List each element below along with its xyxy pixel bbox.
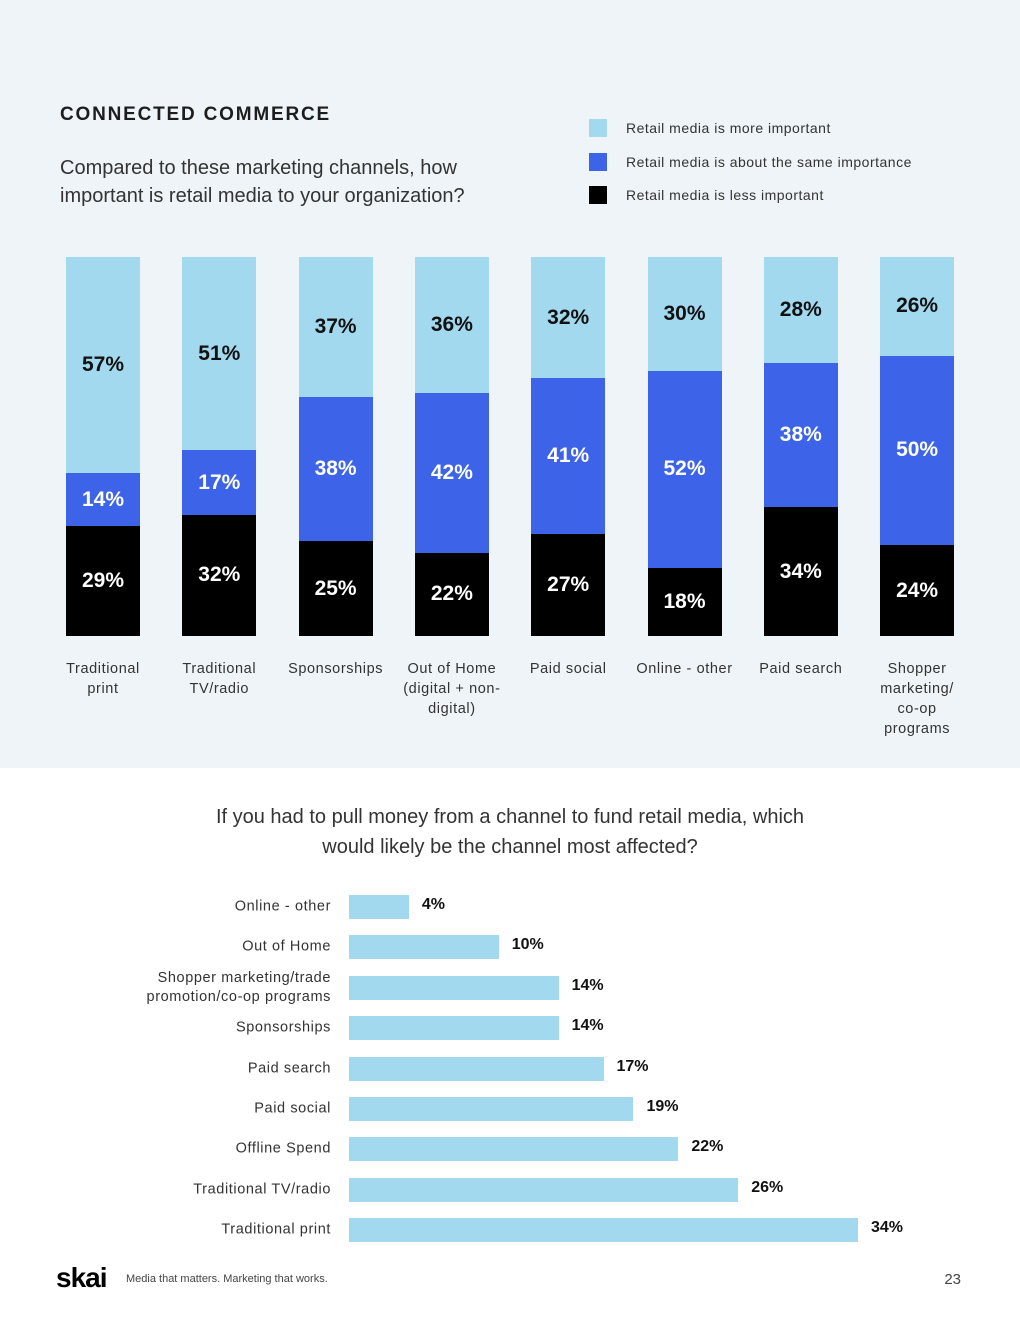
value-label: 32% (198, 563, 241, 587)
bar-segment (182, 450, 257, 515)
y-tick-label: Paid social (254, 1100, 331, 1117)
bar-segment (414, 257, 489, 394)
bar-segment (66, 526, 140, 636)
value-label: 38% (314, 457, 357, 481)
x-tick-label: Sponsorships (288, 661, 384, 677)
value-label: 28% (779, 298, 822, 322)
bar-segment (763, 363, 838, 508)
legend-swatch (589, 186, 607, 204)
bar (349, 1056, 604, 1081)
bar-segment (880, 355, 955, 546)
value-label: 17% (616, 1057, 649, 1075)
value-label: 14% (571, 976, 604, 994)
x-tick-label: Shopper marketing/ co-op programs (880, 661, 954, 737)
y-tick-label: Sponsorships (235, 1019, 331, 1036)
value-label: 24% (896, 578, 939, 602)
value-label: 30% (663, 301, 706, 325)
x-tick-label: Traditional TV/radio (182, 661, 257, 697)
bar-segment (66, 257, 140, 474)
bar-segment (763, 507, 838, 636)
bar-segment (647, 567, 722, 636)
bar (349, 1177, 739, 1202)
value-label: 26% (896, 294, 939, 318)
value-label: 25% (314, 576, 357, 600)
y-tick-label: Online - other (234, 898, 331, 915)
section-label: CONNECTED COMMERCE (60, 104, 331, 125)
bar-segment (66, 473, 140, 527)
value-label: 50% (896, 438, 939, 462)
x-tick-label: Out of Home (digital + non-digital) (403, 661, 501, 717)
bar (349, 975, 559, 1000)
value-label: 14% (81, 487, 125, 511)
value-label: 36% (430, 313, 473, 337)
logo: skai (56, 1262, 107, 1293)
bar-segment (298, 541, 373, 636)
value-label: 19% (646, 1098, 679, 1116)
legend-label: Retail media is about the same importanc… (626, 153, 912, 170)
y-tick-label: Offline Spend (235, 1140, 331, 1157)
chart-title: If you had to pull money from a channel … (215, 806, 805, 858)
bar (349, 1097, 634, 1121)
y-tick-label: Shopper marketing/trade promotion/co-op … (146, 969, 331, 1005)
bar-segment (298, 397, 373, 542)
bar-segment (414, 552, 489, 636)
bar-segment (647, 257, 722, 371)
top-panel (0, 0, 1020, 768)
bar-segment (647, 370, 722, 568)
value-label: 34% (871, 1219, 904, 1237)
value-label: 42% (430, 461, 473, 485)
bar (349, 1137, 679, 1162)
value-label: 22% (691, 1138, 724, 1156)
legend-label: Retail media is less important (626, 187, 824, 203)
bar-segment (880, 257, 955, 356)
x-tick-label: Online - other (636, 661, 733, 677)
y-tick-label: Paid search (247, 1060, 331, 1077)
bar-segment (414, 393, 489, 553)
value-label: 57% (81, 353, 125, 376)
tagline: Media that matters. Marketing that works… (126, 1273, 328, 1285)
value-label: 41% (547, 443, 590, 467)
chart-title: Compared to these marketing channels, ho… (60, 157, 465, 207)
value-label: 38% (779, 423, 822, 447)
value-label: 52% (663, 457, 706, 481)
x-tick-label: Paid social (529, 661, 607, 677)
value-label: 34% (779, 559, 822, 583)
value-label: 29% (81, 569, 125, 593)
value-label: 26% (751, 1178, 784, 1196)
legend-swatch (589, 152, 607, 171)
bar-segment (182, 257, 257, 451)
value-label: 18% (663, 589, 706, 613)
value-label: 27% (547, 572, 590, 596)
bar-segment (298, 257, 373, 398)
bar-segment (531, 533, 606, 636)
value-label: 37% (314, 315, 357, 339)
y-tick-label: Traditional print (221, 1221, 331, 1238)
value-label: 4% (421, 896, 445, 914)
legend-swatch (589, 119, 607, 137)
value-label: 22% (430, 582, 473, 606)
y-tick-label: Out of Home (242, 938, 331, 955)
value-label: 14% (571, 1017, 604, 1035)
value-label: 10% (511, 936, 544, 954)
bar-segment (763, 257, 838, 364)
bar (349, 895, 409, 919)
x-tick-label: Traditional print (66, 661, 140, 697)
bar-segment (880, 545, 955, 636)
value-label: 17% (198, 470, 241, 494)
bar-segment (531, 378, 606, 534)
legend-label: Retail media is more important (626, 120, 831, 136)
bar (349, 1218, 858, 1243)
y-tick-label: Traditional TV/radio (193, 1181, 331, 1198)
value-label: 51% (198, 341, 241, 365)
bar-segment (531, 257, 606, 379)
bar-segment (182, 514, 257, 636)
value-label: 32% (547, 305, 590, 329)
x-tick-label: Paid search (759, 661, 843, 677)
bar (349, 1016, 559, 1041)
page-number: 23 (944, 1271, 961, 1288)
bar (349, 935, 499, 960)
